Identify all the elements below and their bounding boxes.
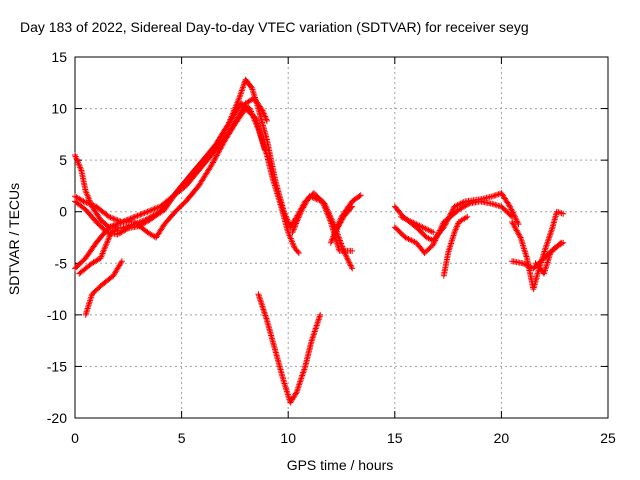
- axis-ticks: [74, 56, 609, 419]
- series-trace-4: [72, 105, 268, 272]
- series-trace-17: [532, 239, 565, 277]
- series-markers: [82, 258, 125, 318]
- series-markers: [532, 239, 565, 277]
- series-trace-11: [391, 190, 522, 244]
- series-trace-5: [76, 227, 121, 277]
- series-trace-7: [255, 291, 324, 406]
- series-trace-13: [398, 213, 437, 236]
- series-trace-12: [391, 198, 516, 256]
- series-trace-9: [327, 192, 364, 246]
- plot-border: [74, 56, 609, 419]
- x-axis-label: GPS time / hours: [287, 457, 394, 473]
- y-tick-label: 5: [59, 152, 67, 168]
- data-series: [72, 76, 567, 406]
- x-tick-label: 20: [494, 430, 510, 446]
- series-markers: [76, 227, 121, 277]
- y-tick-label: -20: [47, 410, 67, 426]
- y-tick-label: -5: [55, 255, 68, 271]
- y-axis-label: SDTVAR / TECUs: [6, 183, 22, 295]
- x-tick-label: 0: [71, 430, 79, 446]
- series-trace-6: [82, 258, 125, 318]
- series-markers: [440, 213, 471, 279]
- series-markers: [255, 291, 324, 406]
- y-tick-label: 10: [51, 101, 67, 117]
- series-markers: [327, 192, 364, 246]
- x-tick-labels: 0 5 10 15 20 25: [71, 430, 616, 446]
- series-markers: [398, 213, 437, 236]
- y-tick-label: -10: [47, 307, 67, 323]
- series-trace-14: [440, 213, 471, 279]
- series-trace-1: [72, 76, 356, 272]
- series-markers: [391, 198, 516, 256]
- y-tick-label: 0: [59, 204, 67, 220]
- plot-frame: [74, 56, 609, 419]
- series-trace-10: [332, 203, 356, 236]
- x-tick-label: 10: [280, 430, 296, 446]
- chart-title: Day 183 of 2022, Sidereal Day-to-day VTE…: [20, 19, 529, 35]
- series-markers: [289, 193, 356, 254]
- series-markers: [391, 190, 522, 244]
- series-markers: [509, 208, 567, 293]
- series-trace-8: [289, 193, 356, 254]
- y-tick-label: -15: [47, 358, 67, 374]
- series-markers: [72, 105, 268, 272]
- series-markers: [72, 76, 356, 272]
- x-tick-label: 5: [178, 430, 186, 446]
- y-tick-labels: 15 10 5 0 -5 -10 -15 -20: [47, 49, 67, 426]
- y-tick-label: 15: [51, 49, 67, 65]
- series-trace-15: [509, 208, 567, 293]
- x-tick-label: 15: [387, 430, 403, 446]
- series-markers: [332, 203, 356, 236]
- x-tick-label: 25: [600, 430, 616, 446]
